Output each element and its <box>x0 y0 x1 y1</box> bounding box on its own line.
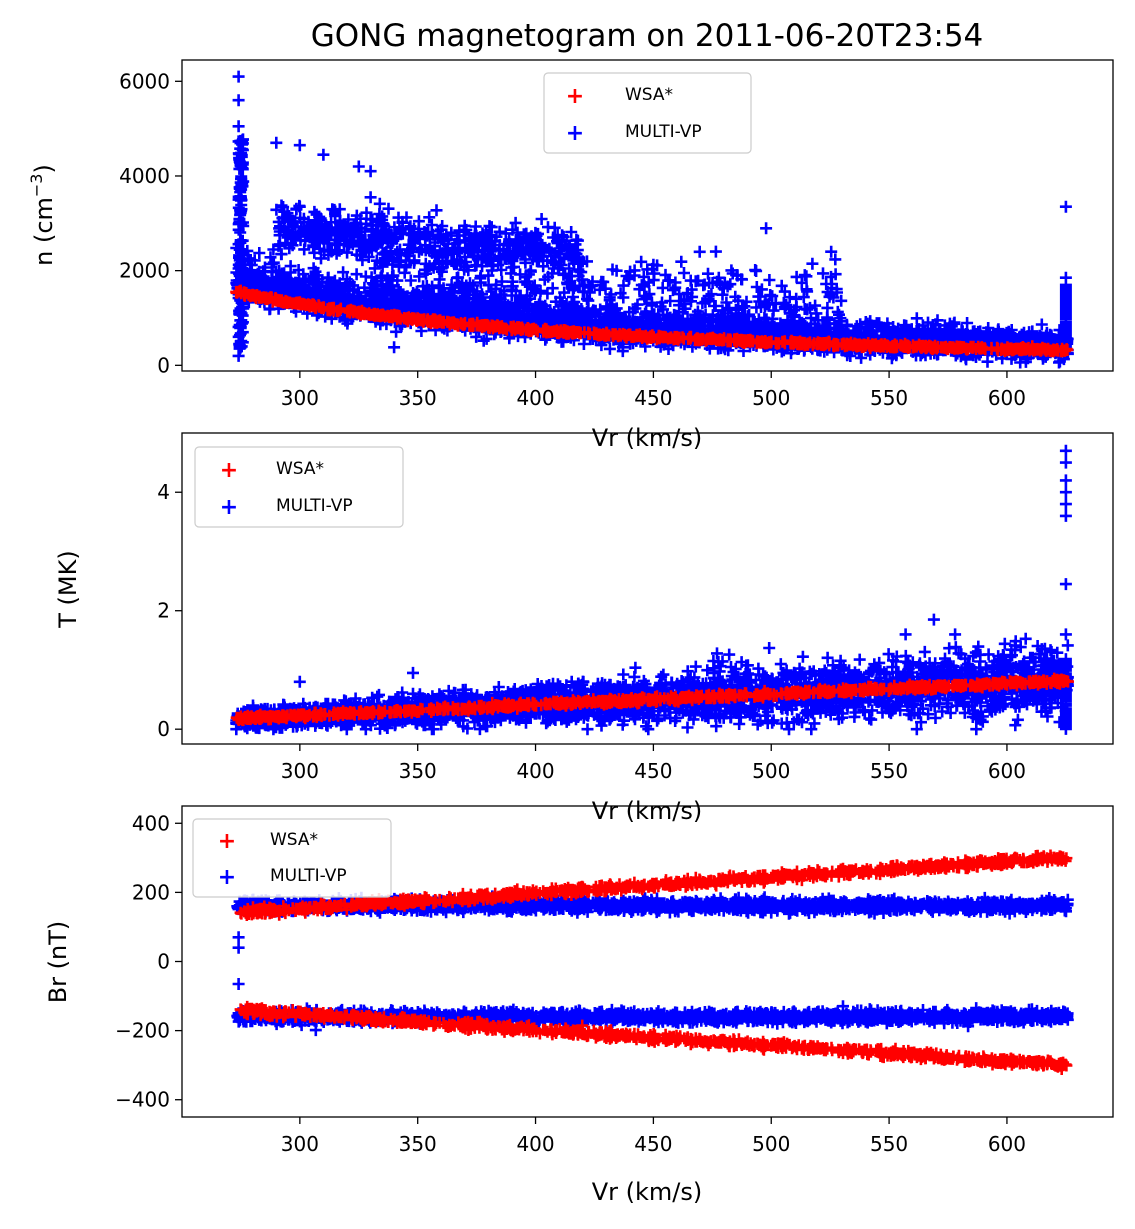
temperature-xtick-label: 350 <box>399 759 437 783</box>
density-xtick-label: 550 <box>870 386 908 410</box>
legend-density-multivp-label: MULTI-VP <box>625 122 702 142</box>
density-ytick-label: 0 <box>157 353 170 377</box>
br-ytick-label: 200 <box>132 880 170 904</box>
legend-br-box <box>192 818 392 898</box>
density-ylabel-close: ) <box>30 164 58 173</box>
legend-temperature-multivp-marker: + <box>220 495 238 520</box>
br-ylabel: Br (nT) <box>44 921 72 1004</box>
legend-temperature-multivp-label: MULTI-VP <box>276 496 353 516</box>
density-ylabel: n (cm−3) <box>27 164 58 266</box>
temperature-xtick-label: 400 <box>516 759 554 783</box>
density-ylabel-sup: −3 <box>27 174 46 198</box>
br-wsa-points <box>234 849 1073 1075</box>
br-ticks: 300 350 400 450 500 550 600 −400 −200 0 200 400 <box>115 811 1026 1156</box>
temperature-xtick-label: 600 <box>988 759 1026 783</box>
br-xtick-label: 300 <box>281 1132 319 1156</box>
temperature-xtick-label: 500 <box>752 759 790 783</box>
density-xtick-label: 500 <box>752 386 790 410</box>
temperature-wsa-points <box>230 672 1074 727</box>
density-ytick-label: 4000 <box>119 164 170 188</box>
density-xtick-label: 350 <box>399 386 437 410</box>
density-xtick-label: 300 <box>281 386 319 410</box>
br-xtick-label: 550 <box>870 1132 908 1156</box>
temperature-xtick-label: 550 <box>870 759 908 783</box>
density-xtick-label: 600 <box>988 386 1026 410</box>
legend-br-multivp-label: MULTI-VP <box>270 866 347 886</box>
br-xtick-label: 500 <box>752 1132 790 1156</box>
legend-temperature: + WSA* + MULTI-VP <box>194 446 404 528</box>
temperature-ylabel: T (MK) <box>54 550 82 628</box>
legend-br-wsa-label: WSA* <box>270 830 318 850</box>
figure-title: GONG magnetogram on 2011-06-20T23:54 <box>311 18 984 54</box>
temperature-xtick-label: 300 <box>281 759 319 783</box>
legend-density-box <box>543 72 752 154</box>
br-xtick-label: 600 <box>988 1132 1026 1156</box>
br-ytick-label: 0 <box>157 950 170 974</box>
density-axes-frame <box>181 59 1114 372</box>
density-xlabel: Vr (km/s) <box>592 424 703 452</box>
temperature-ticks: 300 350 400 450 500 550 600 0 2 4 <box>157 480 1026 783</box>
density-ytick-label: 6000 <box>119 69 170 93</box>
temperature-ytick-label: 2 <box>157 599 170 623</box>
br-xtick-label: 350 <box>399 1132 437 1156</box>
temperature-ytick-label: 4 <box>157 480 170 504</box>
legend-density-wsa-marker: + <box>566 84 584 109</box>
density-xtick-label: 400 <box>516 386 554 410</box>
br-ytick-label: −400 <box>115 1088 170 1112</box>
legend-density-multivp-marker: + <box>566 121 584 146</box>
br-xtick-label: 400 <box>516 1132 554 1156</box>
legend-temperature-wsa-label: WSA* <box>276 459 324 479</box>
legend-br: + WSA* + MULTI-VP <box>192 818 392 898</box>
temperature-axes-frame <box>181 432 1114 745</box>
density-xtick-label: 450 <box>634 386 672 410</box>
br-xtick-label: 450 <box>634 1132 672 1156</box>
density-ylabel-main: n (cm <box>30 197 58 266</box>
panel-br: 300 350 400 450 500 550 600 −400 −200 0 200 400 Br … <box>44 805 1114 1206</box>
density-ytick-label: 2000 <box>119 259 170 283</box>
br-plot-area <box>231 849 1074 1075</box>
legend-density: + WSA* + MULTI-VP <box>543 72 752 154</box>
br-ytick-label: −200 <box>115 1019 170 1043</box>
temperature-plot-area <box>230 444 1074 736</box>
temperature-ytick-label: 0 <box>157 717 170 741</box>
legend-temperature-box <box>194 446 404 528</box>
legend-temperature-wsa-marker: + <box>220 458 238 483</box>
density-wsa-points <box>230 284 1074 358</box>
temperature-xtick-label: 450 <box>634 759 672 783</box>
legend-br-multivp-marker: + <box>218 865 236 890</box>
temperature-xlabel: Vr (km/s) <box>592 797 703 825</box>
br-xlabel: Vr (km/s) <box>592 1178 703 1206</box>
legend-br-wsa-marker: + <box>218 829 236 854</box>
br-ytick-label: 400 <box>132 811 170 835</box>
density-plot-area <box>230 70 1074 369</box>
legend-density-wsa-label: WSA* <box>625 85 673 105</box>
panel-temperature: 300 350 400 450 500 550 600 0 2 4 T (MK) Vr (km/s… <box>54 432 1114 825</box>
